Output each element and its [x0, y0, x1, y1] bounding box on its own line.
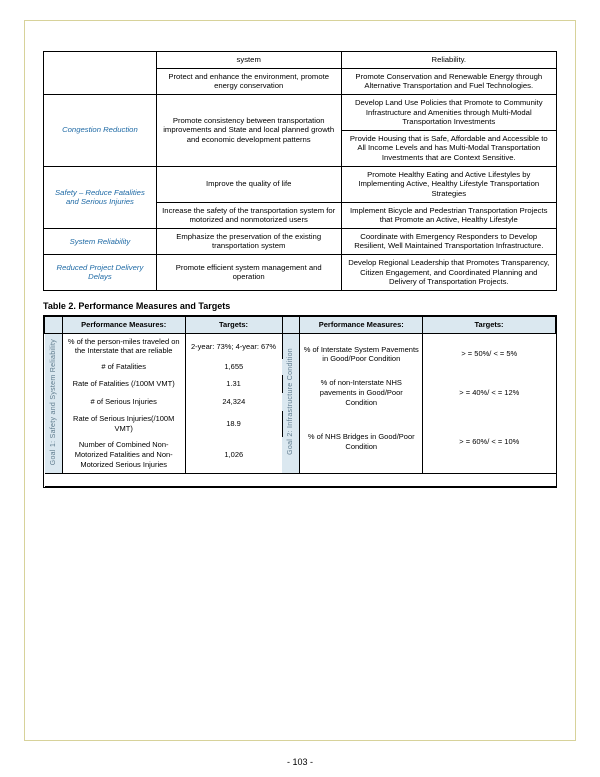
- target-cell: 2-year: 73%; 4-year: 67%: [185, 333, 282, 359]
- goals-table: system Reliability. Protect and enhance …: [43, 51, 557, 291]
- data-row: Rate of Serious Injuries(/100M VMT) 18.9…: [45, 411, 556, 437]
- header-pm: Performance Measures:: [62, 316, 185, 333]
- spacer-row: [45, 473, 556, 486]
- performance-measures-table: Performance Measures: Targets: Performan…: [44, 316, 556, 487]
- cell: Develop Regional Leadership that Promote…: [341, 255, 556, 291]
- spacer-cell: [45, 473, 556, 486]
- cell: Implement Bicycle and Pedestrian Transpo…: [341, 202, 556, 228]
- pm-cell: % of NHS Bridges in Good/Poor Condition: [300, 411, 423, 473]
- cell: Promote consistency between transportati…: [156, 94, 341, 166]
- table-row: Congestion Reduction Promote consistency…: [44, 94, 557, 130]
- page-number: - 103 -: [0, 757, 600, 767]
- header-row: Performance Measures: Targets: Performan…: [45, 316, 556, 333]
- pm-cell: # of Fatalities: [62, 359, 185, 375]
- goal1-label-text: Goal 1: Safety and System Reliability: [49, 337, 58, 467]
- row-label-safety: Safety – Reduce Fatalities and Serious I…: [44, 166, 157, 228]
- target-cell: 18.9: [185, 411, 282, 437]
- data-row: Rate of Fatalities (/100M VMT) 1.31 % of…: [45, 375, 556, 394]
- corner-cell: [282, 316, 300, 333]
- cell: Increase the safety of the transportatio…: [156, 202, 341, 228]
- cell: Provide Housing that is Safe, Affordable…: [341, 130, 556, 166]
- header-targets: Targets:: [423, 316, 556, 333]
- pm-cell: # of Serious Injuries: [62, 393, 185, 411]
- table-row: System Reliability Emphasize the preserv…: [44, 228, 557, 254]
- cell: Develop Land Use Policies that Promote t…: [341, 94, 556, 130]
- cell: Protect and enhance the environment, pro…: [156, 68, 341, 94]
- row-label-congestion: Congestion Reduction: [44, 94, 157, 166]
- goal2-vertical-label: Goal 2: Infrastructure Condition: [282, 333, 300, 473]
- document-page: system Reliability. Protect and enhance …: [0, 0, 600, 777]
- cell: system: [156, 52, 341, 69]
- cell: Promote Healthy Eating and Active Lifest…: [341, 166, 556, 202]
- pm-cell: % of non-Interstate NHS pavements in Goo…: [300, 375, 423, 411]
- target-cell: > = 40%/ < = 12%: [423, 375, 556, 411]
- pm-cell: Rate of Serious Injuries(/100M VMT): [62, 411, 185, 437]
- cell: Emphasize the preservation of the existi…: [156, 228, 341, 254]
- table-row: Safety – Reduce Fatalities and Serious I…: [44, 166, 557, 202]
- pm-cell: Number of Combined Non-Motorized Fatalit…: [62, 437, 185, 473]
- pm-cell: % of Interstate System Pavements in Good…: [300, 333, 423, 375]
- target-cell: 1,655: [185, 359, 282, 375]
- row-label-system-reliability: System Reliability: [44, 228, 157, 254]
- cell: Promote Conservation and Renewable Energ…: [341, 68, 556, 94]
- target-cell: 1.31: [185, 375, 282, 394]
- cell: Promote efficient system management and …: [156, 255, 341, 291]
- table2-outer: Performance Measures: Targets: Performan…: [43, 315, 557, 488]
- cell: Improve the quality of life: [156, 166, 341, 202]
- header-targets: Targets:: [185, 316, 282, 333]
- corner-cell: [45, 316, 63, 333]
- pm-cell: % of the person-miles traveled on the In…: [62, 333, 185, 359]
- target-cell: > = 60%/ < = 10%: [423, 411, 556, 473]
- target-cell: 24,324: [185, 393, 282, 411]
- table2-title: Table 2. Performance Measures and Target…: [43, 301, 557, 311]
- row-label-delivery-delays: Reduced Project Delivery Delays: [44, 255, 157, 291]
- page-frame: system Reliability. Protect and enhance …: [24, 20, 576, 741]
- empty-cell: [44, 52, 157, 95]
- cell: Coordinate with Emergency Responders to …: [341, 228, 556, 254]
- pm-cell: Rate of Fatalities (/100M VMT): [62, 375, 185, 394]
- target-cell: > = 50%/ < = 5%: [423, 333, 556, 375]
- table-row: system Reliability.: [44, 52, 557, 69]
- table-row: Reduced Project Delivery Delays Promote …: [44, 255, 557, 291]
- cell: Reliability.: [341, 52, 556, 69]
- data-row: Goal 1: Safety and System Reliability % …: [45, 333, 556, 359]
- goal1-vertical-label: Goal 1: Safety and System Reliability: [45, 333, 63, 473]
- goal2-label-text: Goal 2: Infrastructure Condition: [286, 346, 295, 457]
- header-pm: Performance Measures:: [300, 316, 423, 333]
- target-cell: 1,026: [185, 437, 282, 473]
